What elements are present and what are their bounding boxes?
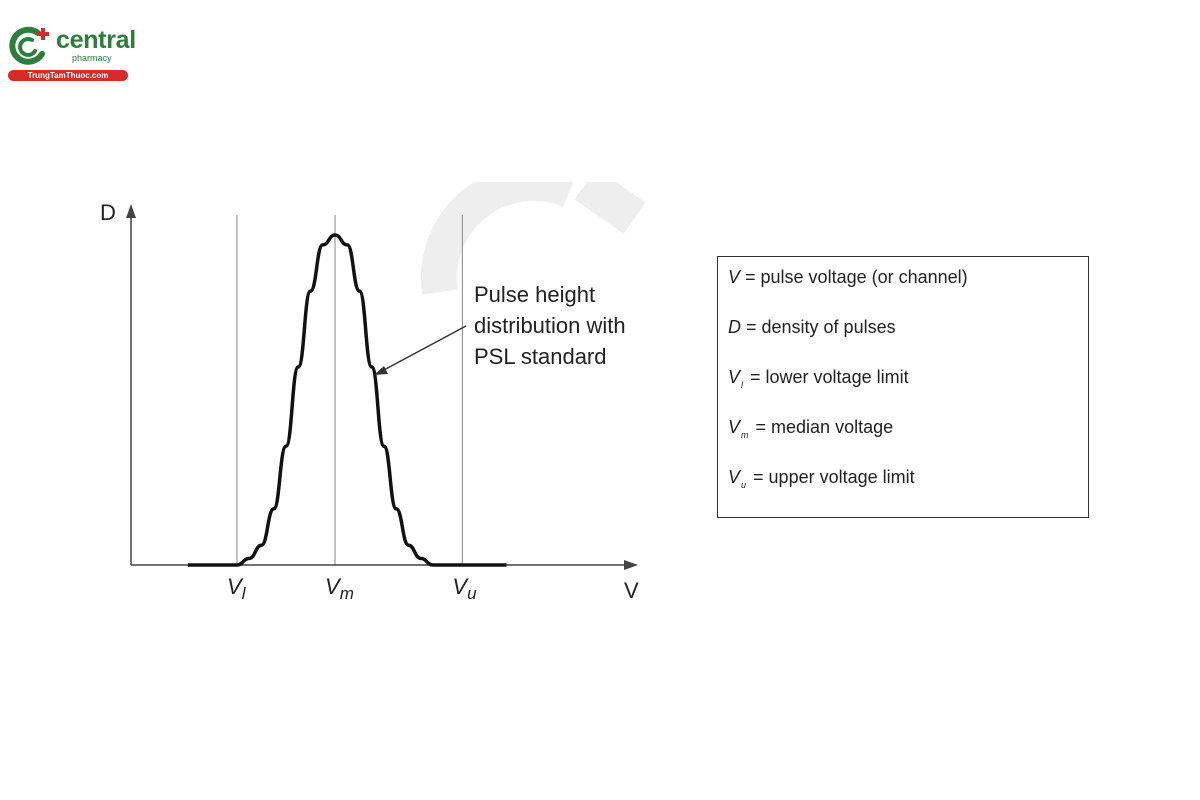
legend-row-vl: Vl = lower voltage limit [728, 367, 909, 390]
watermark-logo [420, 182, 646, 295]
marker-label-median: Vm [325, 574, 354, 603]
annotation: Pulse height distribution with PSL stand… [474, 282, 626, 369]
legend-row-vm: Vm = median voltage [728, 417, 894, 440]
legend-row-vu: Vu = upper voltage limit [728, 467, 915, 490]
central-pharmacy-logo[interactable]: central pharmacy TrungTamThuoc.com [6, 22, 136, 82]
x-axis-arrow-icon [624, 560, 638, 570]
distribution-curve [188, 233, 507, 567]
symbol-legend: V = pulse voltage (or channel) D = densi… [717, 256, 1089, 518]
logo-subtitle: pharmacy [72, 53, 112, 63]
marker-labels: Vl Vm Vu [227, 574, 477, 603]
legend-row-d: D = density of pulses [728, 317, 896, 337]
annotation-line-1: Pulse height [474, 282, 595, 307]
voltage-guide-lines [236, 215, 463, 565]
pulse-height-distribution-chart: D V Vl Vm Vu Pulse height distribution wit… [100, 200, 639, 603]
annotation-line-2: distribution with [474, 313, 626, 338]
annotation-line-3: PSL standard [474, 344, 607, 369]
y-axis-arrow-icon [126, 204, 136, 218]
x-axis-label: V [624, 578, 639, 603]
y-axis-label: D [100, 200, 116, 225]
logo-name: central [56, 26, 136, 54]
marker-label-upper: Vu [452, 574, 477, 603]
annotation-arrow-head-icon [374, 366, 388, 375]
marker-label-lower: Vl [227, 574, 247, 603]
legend-row-v: V = pulse voltage (or channel) [728, 267, 968, 287]
logo-site-url[interactable]: TrungTamThuoc.com [8, 70, 128, 81]
central-logo-icon [9, 26, 49, 65]
annotation-arrow-line [381, 325, 467, 372]
